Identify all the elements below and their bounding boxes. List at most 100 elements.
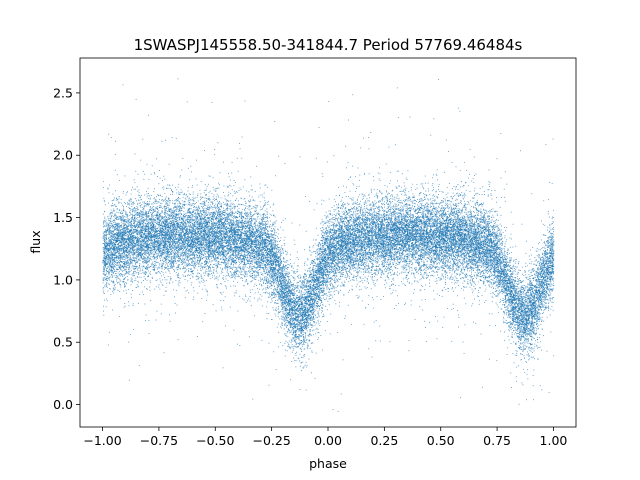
data-point	[125, 306, 126, 307]
data-point	[291, 342, 292, 343]
data-point	[112, 291, 113, 292]
data-point	[498, 228, 499, 229]
data-point	[529, 288, 530, 289]
data-point	[553, 221, 554, 222]
data-point	[406, 267, 407, 268]
data-point	[286, 320, 287, 321]
data-point	[211, 193, 212, 194]
data-point	[372, 277, 373, 278]
data-point	[381, 299, 382, 300]
data-point	[503, 318, 504, 319]
data-point	[502, 293, 503, 294]
data-point	[456, 280, 457, 281]
data-point	[291, 316, 292, 317]
data-point	[315, 295, 316, 296]
data-point	[149, 273, 150, 274]
data-point	[341, 218, 342, 219]
data-point	[355, 191, 356, 192]
data-point	[140, 207, 141, 208]
data-point	[525, 288, 526, 289]
data-point	[124, 253, 125, 254]
data-point	[118, 203, 119, 204]
data-point	[315, 307, 316, 308]
data-point	[479, 265, 480, 266]
data-point	[345, 221, 346, 222]
data-point	[424, 257, 425, 258]
data-point	[409, 255, 410, 256]
data-point	[308, 346, 309, 347]
data-point	[381, 261, 382, 262]
data-point	[438, 267, 439, 268]
data-point	[531, 351, 532, 352]
data-point	[397, 198, 398, 199]
data-point	[299, 303, 300, 304]
data-point	[154, 244, 155, 245]
data-point	[355, 211, 356, 212]
data-point	[350, 258, 351, 259]
data-point	[108, 278, 109, 279]
data-point	[465, 221, 466, 222]
data-point	[198, 226, 199, 227]
data-point	[274, 252, 275, 253]
data-point	[205, 205, 206, 206]
data-point	[243, 269, 244, 270]
data-point	[357, 231, 358, 232]
data-point	[255, 213, 256, 214]
data-point	[538, 309, 539, 310]
data-point	[447, 277, 448, 278]
data-point	[347, 232, 348, 233]
data-point	[254, 298, 255, 299]
data-point	[301, 351, 302, 352]
data-point	[155, 217, 156, 218]
data-point	[431, 257, 432, 258]
data-point	[247, 263, 248, 264]
data-point	[183, 207, 184, 208]
data-point	[486, 277, 487, 278]
data-point	[402, 244, 403, 245]
data-point	[371, 269, 372, 270]
data-point	[260, 226, 261, 227]
data-point	[508, 298, 509, 299]
data-point	[293, 358, 294, 359]
data-point	[311, 327, 312, 328]
data-point	[146, 215, 147, 216]
data-point	[381, 272, 382, 273]
data-point	[195, 212, 196, 213]
data-point	[500, 215, 501, 216]
data-point	[475, 272, 476, 273]
data-point	[204, 262, 205, 263]
data-point	[373, 204, 374, 205]
data-point	[174, 270, 175, 271]
data-point	[379, 190, 380, 191]
data-point	[210, 214, 211, 215]
data-point	[350, 231, 351, 232]
data-point	[327, 309, 328, 310]
data-point	[417, 227, 418, 228]
data-point	[103, 315, 104, 316]
data-point	[512, 353, 513, 354]
data-point	[172, 268, 173, 269]
data-point	[396, 265, 397, 266]
data-point	[331, 295, 332, 296]
data-point	[357, 251, 358, 252]
data-point	[167, 233, 168, 234]
data-point	[103, 282, 104, 283]
data-point	[134, 259, 135, 260]
data-point	[547, 276, 548, 277]
data-point	[434, 262, 435, 263]
data-point	[256, 271, 257, 272]
data-point	[397, 206, 398, 207]
data-point	[407, 207, 408, 208]
data-point	[296, 352, 297, 353]
data-point	[524, 340, 525, 341]
data-point	[480, 274, 481, 275]
data-point	[201, 274, 202, 275]
data-point	[523, 334, 524, 335]
data-point	[346, 167, 347, 168]
data-point	[466, 170, 467, 171]
data-point	[303, 299, 304, 300]
data-point	[405, 220, 406, 221]
data-point	[255, 218, 256, 219]
data-point	[546, 283, 547, 284]
data-point	[284, 163, 285, 164]
